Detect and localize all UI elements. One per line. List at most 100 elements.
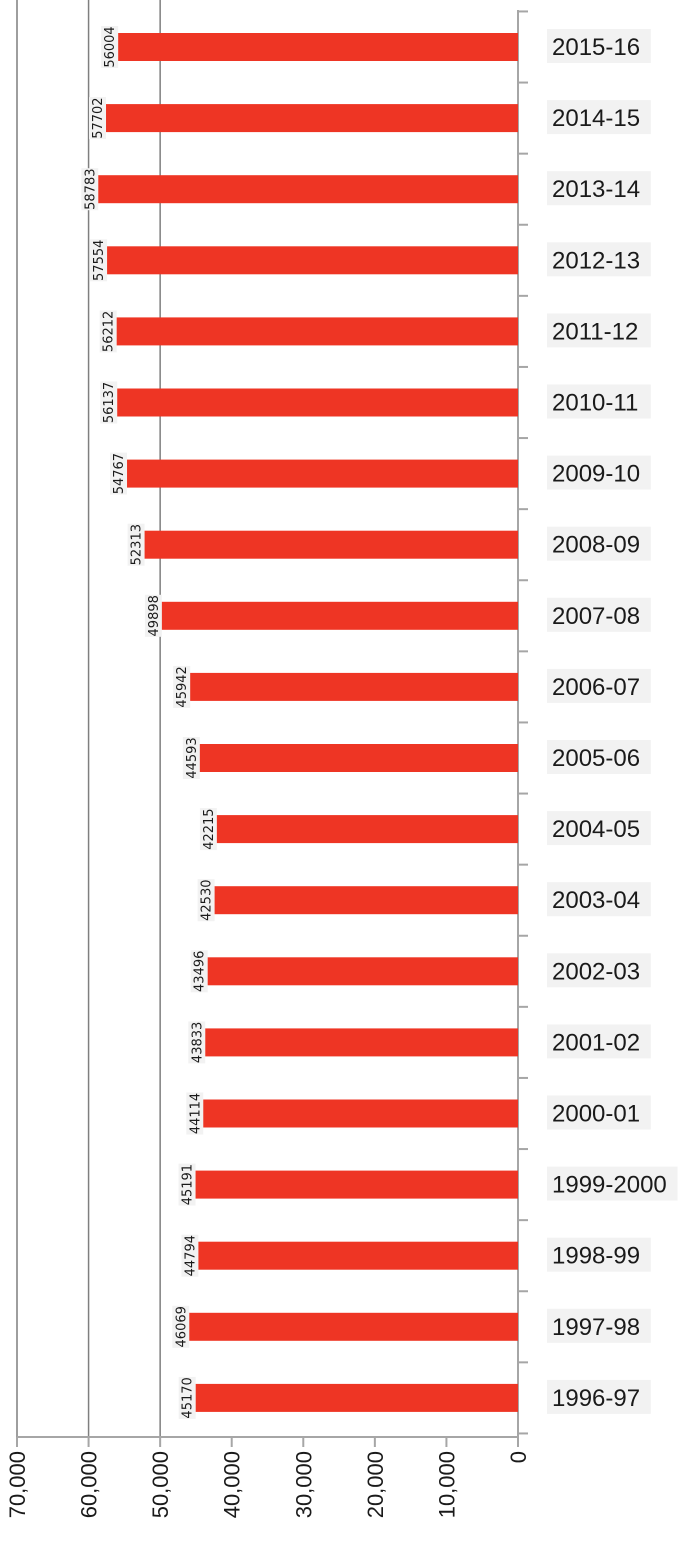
category-label-box [547,811,651,846]
bar [213,886,518,915]
axis-tick-label: 10,000 [434,1451,459,1518]
value-label: 57702 [89,97,107,140]
value-label-text: 46069 [174,1306,189,1347]
bar [126,459,519,488]
value-label-box [100,381,118,424]
bar [215,815,519,844]
axis-tick-label: 70,000 [5,1451,30,1518]
bar [194,1383,518,1412]
value-label: 57554 [90,239,108,282]
category-label-text: 2009-10 [552,461,640,488]
bar [202,1099,518,1128]
value-label-box [101,26,119,68]
category-label-text: 2007-08 [552,603,640,630]
value-label-text: 45191 [181,1164,196,1205]
value-label-text: 42530 [200,880,215,921]
value-label-box [127,523,145,566]
bar [188,1312,518,1341]
value-label-box [182,737,200,779]
category-label-text: 1997-98 [552,1314,640,1341]
value-label: 56137 [100,381,118,424]
value-label: 49898 [144,594,162,637]
bar [204,1028,519,1057]
value-label-box [178,1376,196,1419]
value-label-box [186,1092,204,1135]
value-label: 44593 [182,737,200,779]
category-label-box [547,171,651,206]
category-label-box [547,1379,651,1414]
bar [197,1241,518,1270]
category-label-box [547,668,651,703]
value-label-box [99,310,117,353]
value-label-box [181,1234,199,1277]
value-label-text: 44593 [185,737,200,778]
category-label: 2015-16 [547,29,651,63]
category-label: 2010-11 [547,384,651,419]
category-label: 2012-13 [547,242,651,277]
category-label-text: 2008-09 [552,532,640,559]
category-label-text: 2011-12 [552,318,638,345]
category-label: 2013-14 [547,171,651,206]
value-label-box [173,665,191,708]
value-label-text: 58783 [83,169,98,210]
bars [97,33,519,1412]
category-label-text: 2005-06 [552,745,640,772]
value-label-box [89,97,107,140]
category-label: 2002-03 [547,953,651,988]
category-label-text: 2015-16 [552,34,640,61]
category-label-box [547,242,651,277]
bar [194,1170,518,1199]
category-label-box [547,597,651,632]
bar [106,246,519,275]
value-label: 43833 [188,1021,206,1064]
category-label-text: 2010-11 [552,390,638,417]
value-label: 44114 [186,1092,204,1135]
category-label: 1997-98 [547,1308,651,1343]
category-label-text: 2002-03 [552,958,640,985]
value-label-text: 44794 [183,1235,198,1276]
axis-tick-labels: 0 10,000 20,000 30,000 40,000 50,000 60,000 70,… [5,1451,531,1518]
category-label: 2000-01 [547,1095,651,1130]
value-label-box [110,452,128,495]
value-label: 45170 [178,1376,196,1419]
category-label: 2009-10 [547,455,651,490]
value-label-text: 49898 [147,595,162,636]
value-label: 42215 [199,808,217,851]
category-label-box [547,1024,651,1059]
category-label-box [547,1237,651,1272]
value-label-text: 43496 [193,951,208,992]
bar [143,530,518,559]
category-label-box [547,100,651,135]
axis-tick-label: 0 [506,1451,531,1463]
category-label-text: 1998-99 [552,1243,640,1270]
category-label-text: 2003-04 [552,887,640,914]
bar [117,33,518,61]
axis-tick-label: 40,000 [220,1451,245,1518]
category-label-box [547,1166,678,1201]
category-label-text: 2012-13 [552,247,640,274]
value-label: 44794 [181,1234,199,1277]
value-label-box [81,168,99,211]
category-label: 2007-08 [547,597,651,632]
value-label-text: 57702 [91,97,106,138]
axis-tick-label: 20,000 [363,1451,388,1518]
axes [16,10,528,1447]
category-labels: 2015-16 2014-15 2013-14 2012-13 2011-12 2010-… [547,29,678,1414]
value-label-text: 52313 [130,524,145,565]
value-label-text: 54767 [112,453,127,494]
value-label: 45942 [173,665,191,708]
category-label-text: 2000-01 [552,1101,640,1128]
bar [105,104,518,133]
axis-tick-label: 60,000 [77,1451,102,1518]
value-label: 56004 [101,26,119,68]
category-label: 2003-04 [547,882,651,917]
value-label-box [178,1163,196,1206]
value-label-box [144,594,162,637]
category-label: 1998-99 [547,1237,651,1272]
category-label-text: 2006-07 [552,674,640,701]
value-label-box [90,239,108,282]
value-label-box [188,1021,206,1064]
category-label-box [547,455,651,490]
category-label-text: 2013-14 [552,176,640,203]
